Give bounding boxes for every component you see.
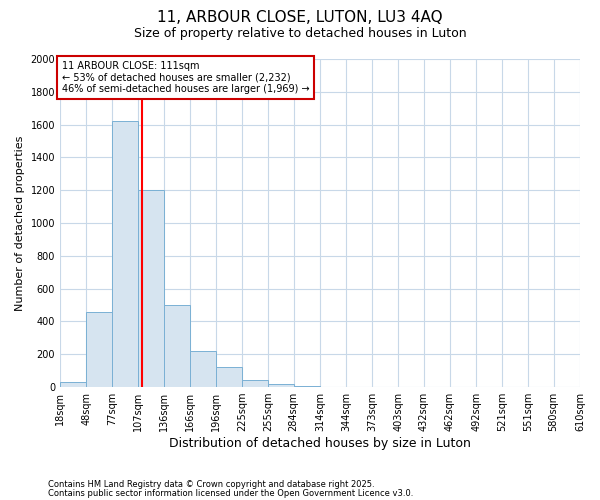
Text: Contains public sector information licensed under the Open Government Licence v3: Contains public sector information licen… [48,488,413,498]
Bar [138,190,164,387]
Bar [112,122,138,387]
Bar [268,384,293,387]
Text: Size of property relative to detached houses in Luton: Size of property relative to detached ho… [134,28,466,40]
Y-axis label: Number of detached properties: Number of detached properties [15,136,25,310]
Text: 11, ARBOUR CLOSE, LUTON, LU3 4AQ: 11, ARBOUR CLOSE, LUTON, LU3 4AQ [157,10,443,25]
Bar [190,351,217,387]
Bar [164,305,190,387]
Bar [242,380,268,387]
X-axis label: Distribution of detached houses by size in Luton: Distribution of detached houses by size … [169,437,471,450]
Bar [86,312,112,387]
Bar [293,386,320,387]
Text: 11 ARBOUR CLOSE: 111sqm
← 53% of detached houses are smaller (2,232)
46% of semi: 11 ARBOUR CLOSE: 111sqm ← 53% of detache… [62,60,310,94]
Text: Contains HM Land Registry data © Crown copyright and database right 2025.: Contains HM Land Registry data © Crown c… [48,480,374,489]
Bar [60,382,86,387]
Bar [217,368,242,387]
